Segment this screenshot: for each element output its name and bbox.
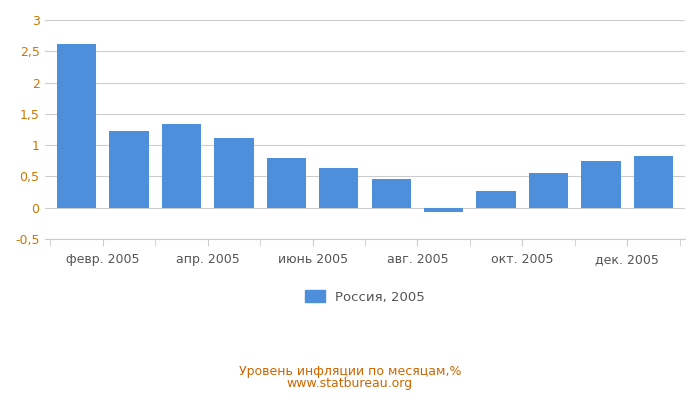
- Bar: [162, 124, 201, 208]
- Bar: [214, 138, 253, 208]
- Text: Уровень инфляции по месяцам,%: Уровень инфляции по месяцам,%: [239, 366, 461, 378]
- Text: www.statbureau.org: www.statbureau.org: [287, 378, 413, 390]
- Bar: [109, 131, 148, 208]
- Legend: Россия, 2005: Россия, 2005: [300, 285, 430, 309]
- Bar: [424, 208, 463, 212]
- Bar: [529, 173, 568, 208]
- Bar: [634, 156, 673, 208]
- Bar: [319, 168, 358, 208]
- Bar: [477, 191, 516, 208]
- Bar: [267, 158, 306, 208]
- Bar: [372, 179, 411, 208]
- Bar: [57, 44, 96, 208]
- Bar: [582, 162, 621, 208]
